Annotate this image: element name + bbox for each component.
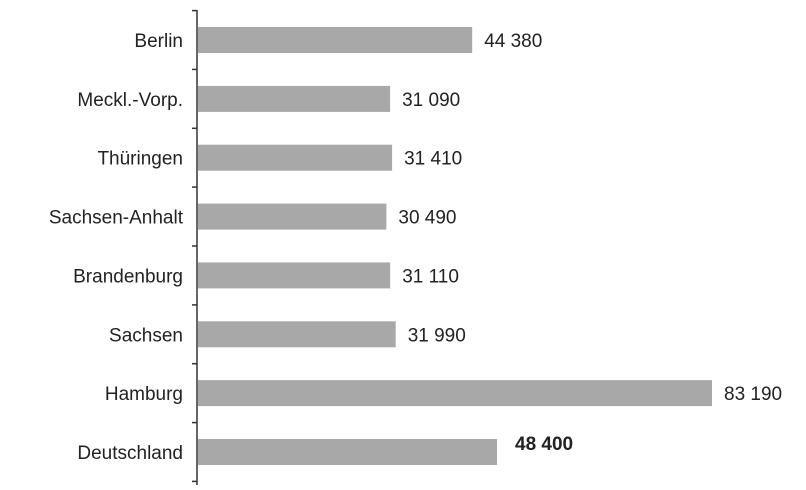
value-label: 83 190 [724,384,782,405]
bar-thüringen [198,144,393,171]
bar-hamburg [198,380,712,407]
value-label: 48 400 [515,434,573,455]
category-label: Thüringen [97,149,183,170]
value-label: 31 410 [404,149,462,170]
value-label: 30 490 [398,208,456,229]
category-label: Brandenburg [73,266,183,287]
bar-meckl-vorp- [198,85,391,112]
category-label: Deutschland [77,443,183,464]
bar-sachsen [198,321,396,348]
value-label: 31 990 [408,325,466,346]
category-label: Berlin [134,31,183,52]
category-label: Sachsen-Anhalt [49,208,184,229]
bar-deutschland [198,439,497,465]
value-label: 31 090 [402,90,460,111]
bar-sachsen-anhalt [198,203,387,230]
value-label: 44 380 [484,31,542,52]
bar-brandenburg [198,262,391,289]
category-label: Hamburg [105,384,183,405]
category-label: Sachsen [109,325,183,346]
category-label: Meckl.-Vorp. [77,90,183,111]
value-label: 31 110 [402,266,459,287]
bar-berlin [198,27,473,53]
